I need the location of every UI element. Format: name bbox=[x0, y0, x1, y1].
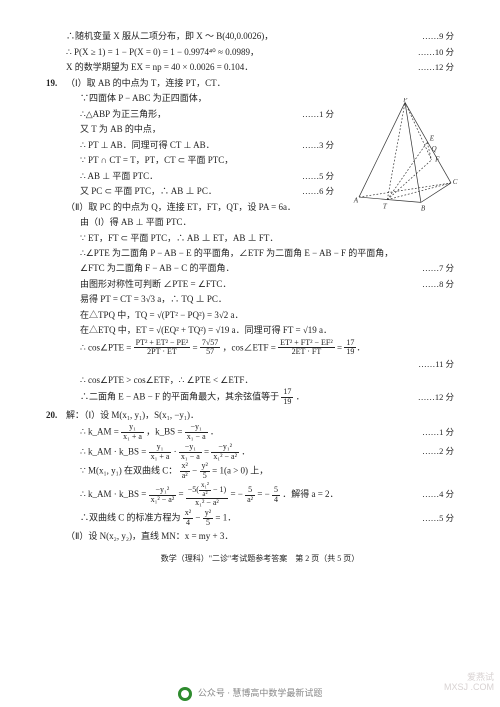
label-T: T bbox=[383, 203, 388, 211]
score: ……1 分 bbox=[422, 426, 454, 440]
label-C: C bbox=[453, 178, 458, 186]
score: ……10 分 bbox=[418, 46, 454, 60]
corner-watermark: 爱燕试 MXSJ .COM bbox=[444, 673, 494, 693]
formula-line: ∵ M(x₁, y₁) 在双曲线 C： x²a² − y²5 = 1(a > 0… bbox=[80, 462, 454, 481]
label-P: P bbox=[402, 98, 408, 104]
label-F: F bbox=[434, 156, 440, 164]
text-line: ∵ ET，FT ⊂ 平面 PTC，∴ AB ⊥ ET，AB ⊥ FT． bbox=[80, 231, 454, 245]
label-B: B bbox=[421, 204, 426, 212]
score: ……3 分 bbox=[302, 139, 334, 153]
text-line: 由（Ⅰ）得 AB ⊥ 平面 PTC． bbox=[80, 215, 454, 229]
score: ……2 分 bbox=[422, 445, 454, 459]
text-line: 又 PC ⊂ 平面 PTC，∴ AB ⊥ PC． bbox=[80, 184, 294, 198]
text-line: （Ⅱ）设 N(x₂, y₂)，直线 MN：x = my + 3． bbox=[66, 529, 454, 543]
text-line: ∴ P(X ≥ 1) = 1 − P(X = 0) = 1 − 0.9974⁴⁰… bbox=[66, 45, 410, 59]
score: ……1 分 bbox=[302, 108, 334, 122]
score: ……12 分 bbox=[418, 391, 454, 405]
question-number: 20. bbox=[46, 408, 66, 422]
formula-line: ∴ k_AM · k_BS = −y₁²x₁² − a² = −5(x₁²a² … bbox=[80, 482, 414, 508]
score: ……5 分 bbox=[302, 170, 334, 184]
score: ……4 分 bbox=[422, 488, 454, 502]
question-number: 19. bbox=[46, 76, 66, 90]
wechat-icon bbox=[178, 687, 192, 701]
label-Q: Q bbox=[432, 145, 437, 153]
text-line: ∴二面角 E − AB − F 的平面角最大，其余弦值等于 1719 ． bbox=[80, 388, 410, 407]
label-A: A bbox=[353, 196, 359, 204]
text-line: ∴ AB ⊥ 平面 PTC． bbox=[80, 169, 294, 183]
formula-line: ∴ cos∠PTE = PT² + ET² − PE²2PT · ET = 7√… bbox=[80, 339, 454, 358]
text-line: ∴∠PTE 为二面角 P − AB − E 的平面角，∠ETF 为二面角 E −… bbox=[80, 246, 454, 260]
formula-line: ∴双曲线 C 的标准方程为 x²4 − y²5 = 1． bbox=[80, 509, 414, 528]
score: ……11 分 bbox=[418, 358, 454, 372]
score: ……9 分 bbox=[422, 30, 454, 44]
text-line: 解：（Ⅰ）设 M(x₁, y₁)，S(x₁, −y₁)． bbox=[66, 410, 199, 420]
page: P A B C T F Q E ∴随机变量 X 服从二项分布，即 X ～ B(4… bbox=[0, 0, 500, 586]
text-line: ∴△ABP 为正三角形， bbox=[80, 107, 294, 121]
text-line: 在△ETQ 中，ET = √(EQ² + TQ²) = √19 a．同理可得 F… bbox=[80, 323, 454, 337]
text-line: 在△TPQ 中，TQ = √(PT² − PQ²) = 3√2 a． bbox=[80, 308, 454, 322]
page-footer: 数学（理科）"二诊"考试题参考答案 第 2 页（共 5 页） bbox=[66, 553, 454, 566]
score: ……7 分 bbox=[422, 262, 454, 276]
text-line: 易得 PT = CT = 3√3 a，∴ TQ ⊥ PC． bbox=[80, 292, 454, 306]
text-line: ∴ cos∠PTE > cos∠ETF，∴ ∠PTE < ∠ETF． bbox=[80, 373, 454, 387]
formula-line: ∴ k_AM · k_BS = y₁x₁ + a · −y₁x₁ − a = −… bbox=[80, 443, 414, 462]
tetrahedron-diagram: P A B C T F Q E bbox=[350, 98, 460, 213]
score: ……6 分 bbox=[302, 185, 334, 199]
text-line: 由图形对称性可判断 ∠PTE = ∠FTC． bbox=[80, 277, 414, 291]
text-line: ∴随机变量 X 服从二项分布，即 X ～ B(40,0.0026)， bbox=[66, 29, 414, 43]
text-line: ∠FTC 为二面角 F − AB − C 的平面角． bbox=[80, 261, 414, 275]
score: ……5 分 bbox=[422, 512, 454, 526]
watermark-text: 公众号 · 慧博高中数学最新试题 bbox=[198, 688, 323, 698]
text-line: ∴ PT ⊥ AB．同理可得 CT ⊥ AB． bbox=[80, 138, 294, 152]
score: ……8 分 bbox=[422, 278, 454, 292]
text-line: （Ⅰ）取 AB 的中点为 T，连接 PT，CT． bbox=[66, 78, 226, 88]
label-E: E bbox=[429, 134, 435, 142]
score: ……12 分 bbox=[418, 61, 454, 75]
watermark-bar: 公众号 · 慧博高中数学最新试题 bbox=[0, 686, 500, 701]
text-line: X 的数学期望为 EX = np = 40 × 0.0026 = 0.104． bbox=[66, 60, 410, 74]
formula-line: ∴ k_AM = y₁x₁ + a ，k_BS = −y₁x₁ − a ． bbox=[80, 423, 414, 442]
